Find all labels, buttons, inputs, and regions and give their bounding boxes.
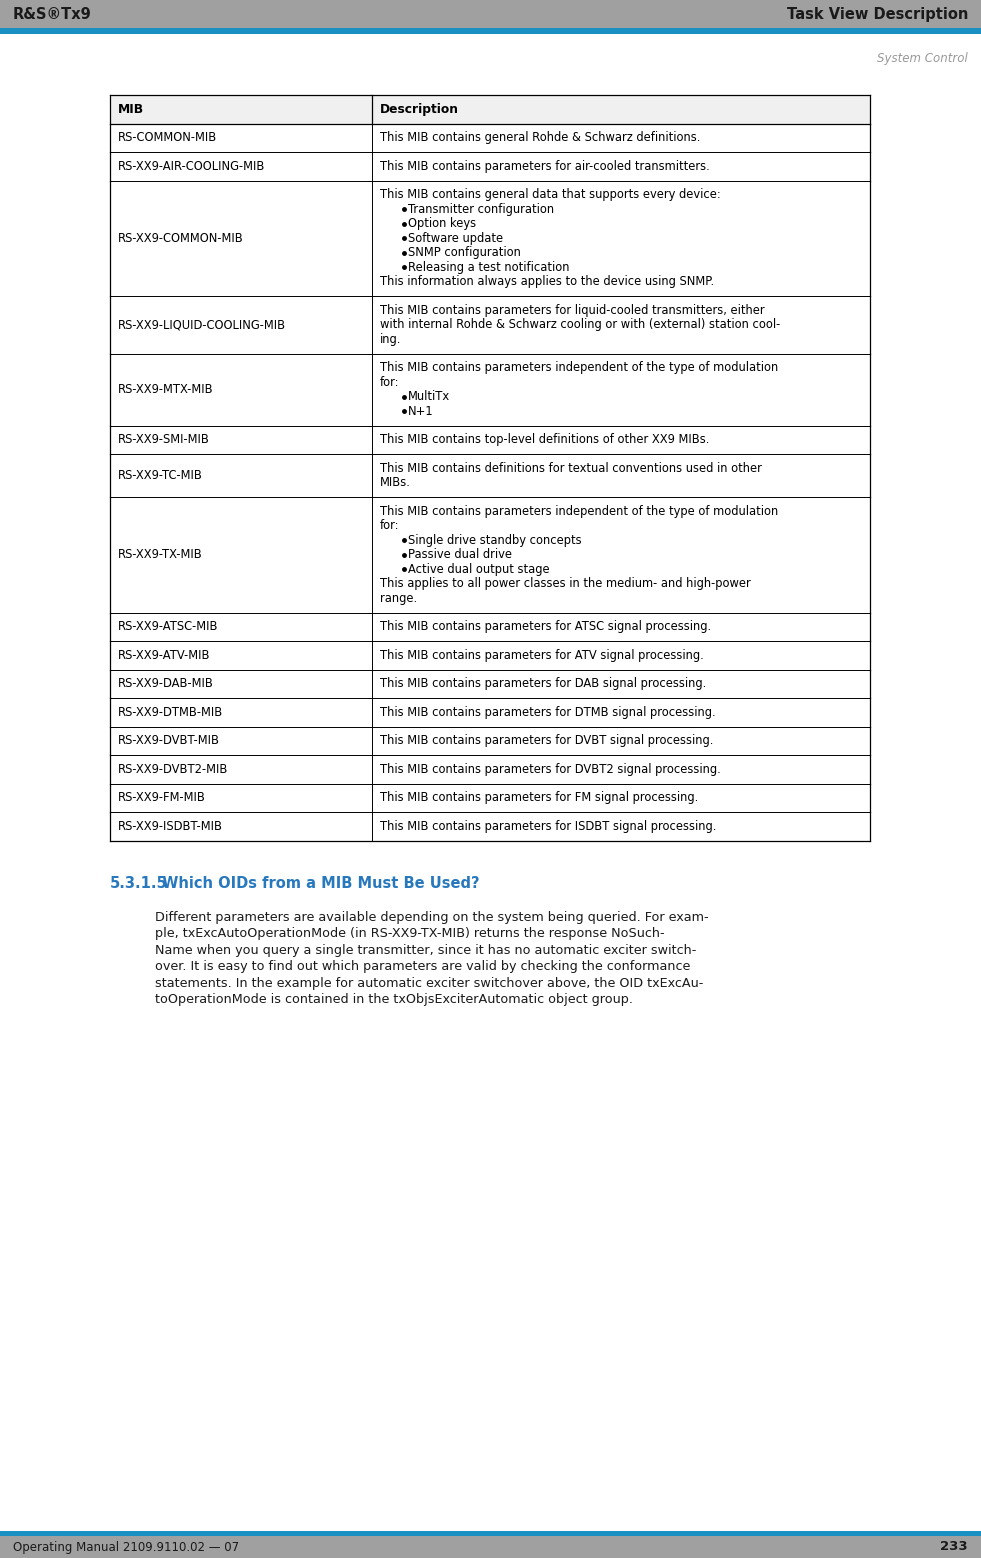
Bar [110,153,870,181]
Text: range.: range. [380,592,417,605]
Text: Releasing a test notification: Releasing a test notification [408,260,570,274]
Text: Passive dual drive: Passive dual drive [408,548,512,561]
Text: This MIB contains top-level definitions of other XX9 MIBs.: This MIB contains top-level definitions … [380,433,709,446]
Text: Option keys: Option keys [408,217,476,231]
Bar [110,812,870,840]
Text: SNMP configuration: SNMP configuration [408,246,521,259]
Text: for:: for: [380,519,399,533]
Text: This MIB contains parameters for air-cooled transmitters.: This MIB contains parameters for air-coo… [380,160,709,173]
Text: RS-XX9-FM-MIB: RS-XX9-FM-MIB [118,791,206,804]
Bar [110,670,870,698]
Bar [110,296,870,354]
Text: Different parameters are available depending on the system being queried. For ex: Different parameters are available depen… [155,910,708,924]
Bar [110,612,870,640]
Text: N+1: N+1 [408,405,434,418]
Text: R&S®Tx9: R&S®Tx9 [13,6,92,22]
Text: RS-XX9-ATSC-MIB: RS-XX9-ATSC-MIB [118,620,219,633]
Bar [110,95,870,123]
Text: RS-XX9-SMI-MIB: RS-XX9-SMI-MIB [118,433,210,446]
Text: 5.3.1.5: 5.3.1.5 [110,876,168,891]
Text: MIB: MIB [118,103,144,115]
Text: RS-XX9-DTMB-MIB: RS-XX9-DTMB-MIB [118,706,224,718]
Text: RS-XX9-DVBT-MIB: RS-XX9-DVBT-MIB [118,734,220,748]
Text: This MIB contains parameters for DAB signal processing.: This MIB contains parameters for DAB sig… [380,678,706,690]
Bar [110,497,870,612]
Text: RS-XX9-LIQUID-COOLING-MIB: RS-XX9-LIQUID-COOLING-MIB [118,318,286,332]
Text: This MIB contains parameters for DVBT signal processing.: This MIB contains parameters for DVBT si… [380,734,713,748]
Bar [0,1532,981,1536]
Text: Transmitter configuration: Transmitter configuration [408,203,554,215]
Text: System Control: System Control [877,51,968,65]
Text: RS-XX9-DAB-MIB: RS-XX9-DAB-MIB [118,678,214,690]
Text: toOperationMode is contained in the txObjsExciterAutomatic object group.: toOperationMode is contained in the txOb… [155,992,633,1006]
Text: This MIB contains parameters for FM signal processing.: This MIB contains parameters for FM sign… [380,791,698,804]
Bar [110,181,870,296]
Text: Name when you query a single transmitter, since it has no automatic exciter swit: Name when you query a single transmitter… [155,944,697,957]
Text: Single drive standby concepts: Single drive standby concepts [408,534,582,547]
Text: RS-XX9-COMMON-MIB: RS-XX9-COMMON-MIB [118,232,243,245]
Bar [110,756,870,784]
Text: MultiTx: MultiTx [408,390,450,404]
Text: RS-XX9-ISDBT-MIB: RS-XX9-ISDBT-MIB [118,820,223,832]
Text: Software update: Software update [408,232,503,245]
Bar [110,453,870,497]
Text: This MIB contains parameters for ATSC signal processing.: This MIB contains parameters for ATSC si… [380,620,711,633]
Bar [110,640,870,670]
Text: RS-XX9-DVBT2-MIB: RS-XX9-DVBT2-MIB [118,763,229,776]
Text: RS-COMMON-MIB: RS-COMMON-MIB [118,131,217,145]
Text: ple, txExcAutoOperationMode (in RS-XX9-TX-MIB) returns the response NoSuch-: ple, txExcAutoOperationMode (in RS-XX9-T… [155,927,664,939]
Text: This MIB contains definitions for textual conventions used in other: This MIB contains definitions for textua… [380,461,762,475]
Bar [110,354,870,425]
Text: RS-XX9-AIR-COOLING-MIB: RS-XX9-AIR-COOLING-MIB [118,160,266,173]
Text: statements. In the example for automatic exciter switchover above, the OID txExc: statements. In the example for automatic… [155,977,703,989]
Text: Description: Description [380,103,459,115]
Bar [110,726,870,756]
Text: with internal Rohde & Schwarz cooling or with (external) station cool-: with internal Rohde & Schwarz cooling or… [380,318,780,332]
Text: 233: 233 [941,1541,968,1553]
Text: over. It is easy to find out which parameters are valid by checking the conforma: over. It is easy to find out which param… [155,960,691,974]
Bar [110,123,870,153]
Bar [0,1536,981,1558]
Text: This information always applies to the device using SNMP.: This information always applies to the d… [380,276,714,288]
Text: This MIB contains parameters for ISDBT signal processing.: This MIB contains parameters for ISDBT s… [380,820,716,832]
Text: Which OIDs from a MIB Must Be Used?: Which OIDs from a MIB Must Be Used? [152,876,480,891]
Text: Task View Description: Task View Description [787,6,968,22]
Text: This MIB contains parameters for ATV signal processing.: This MIB contains parameters for ATV sig… [380,648,703,662]
Text: This MIB contains parameters independent of the type of modulation: This MIB contains parameters independent… [380,505,778,517]
Text: This MIB contains parameters independent of the type of modulation: This MIB contains parameters independent… [380,361,778,374]
Text: RS-XX9-TX-MIB: RS-XX9-TX-MIB [118,548,203,561]
Text: RS-XX9-TC-MIB: RS-XX9-TC-MIB [118,469,203,481]
Bar [110,784,870,812]
Bar [110,698,870,726]
Text: This MIB contains parameters for DVBT2 signal processing.: This MIB contains parameters for DVBT2 s… [380,763,721,776]
Text: RS-XX9-ATV-MIB: RS-XX9-ATV-MIB [118,648,211,662]
Bar [110,425,870,453]
Text: This MIB contains general Rohde & Schwarz definitions.: This MIB contains general Rohde & Schwar… [380,131,700,145]
Bar [0,28,981,34]
Text: This MIB contains general data that supports every device:: This MIB contains general data that supp… [380,189,721,201]
Text: for:: for: [380,375,399,390]
Text: This MIB contains parameters for liquid-cooled transmitters, either: This MIB contains parameters for liquid-… [380,304,764,316]
Text: RS-XX9-MTX-MIB: RS-XX9-MTX-MIB [118,383,214,396]
Text: MIBs.: MIBs. [380,477,411,489]
Bar [0,0,981,28]
Text: ing.: ing. [380,333,401,346]
Text: This MIB contains parameters for DTMB signal processing.: This MIB contains parameters for DTMB si… [380,706,715,718]
Text: Active dual output stage: Active dual output stage [408,562,549,576]
Text: This applies to all power classes in the medium- and high-power: This applies to all power classes in the… [380,578,750,590]
Text: Operating Manual 2109.9110.02 — 07: Operating Manual 2109.9110.02 — 07 [13,1541,239,1553]
